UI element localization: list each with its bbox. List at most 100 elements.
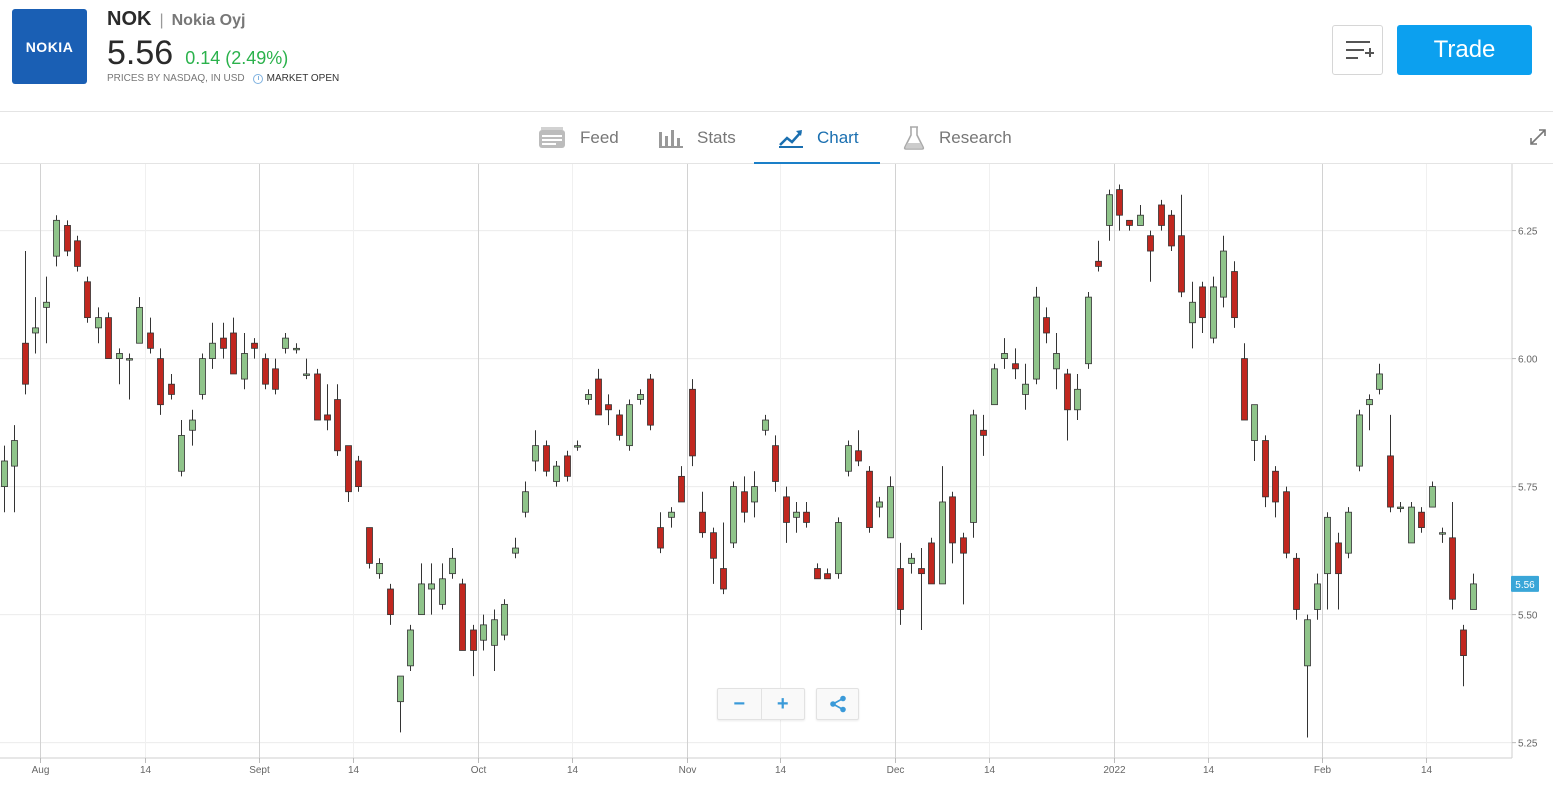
x-tick-label: Sept bbox=[249, 765, 270, 776]
candle bbox=[835, 517, 842, 579]
x-tick-label: 14 bbox=[567, 765, 579, 776]
candle bbox=[1429, 481, 1436, 508]
candle bbox=[1366, 394, 1373, 431]
candle bbox=[1001, 338, 1008, 369]
last-price-label: 5.56 bbox=[1515, 580, 1535, 591]
candle bbox=[147, 317, 154, 354]
feed-icon bbox=[538, 127, 566, 149]
candle bbox=[491, 609, 498, 671]
candle bbox=[689, 379, 696, 467]
candle bbox=[282, 332, 289, 354]
candle bbox=[1, 445, 8, 513]
market-status: MARKET OPEN bbox=[266, 73, 340, 84]
candle bbox=[887, 476, 894, 539]
candle bbox=[1168, 210, 1175, 252]
candle bbox=[1158, 199, 1165, 231]
tab-bar: Feed Stats Chart Research bbox=[0, 113, 1553, 164]
candle bbox=[1147, 230, 1154, 282]
add-to-watchlist-button[interactable] bbox=[1332, 25, 1383, 75]
candle bbox=[397, 675, 404, 733]
tab-stats[interactable]: Stats bbox=[659, 113, 736, 163]
candle bbox=[407, 624, 414, 671]
candle bbox=[189, 409, 196, 446]
candle bbox=[1449, 501, 1456, 610]
candle bbox=[1314, 573, 1321, 620]
company-logo: NOKIA bbox=[12, 9, 87, 84]
tab-feed[interactable]: Feed bbox=[538, 113, 619, 163]
candle bbox=[595, 368, 602, 416]
candle bbox=[84, 276, 91, 323]
candle bbox=[262, 353, 269, 390]
candle bbox=[22, 251, 29, 395]
candle bbox=[949, 491, 956, 564]
candle bbox=[241, 332, 248, 390]
x-tick-label: 14 bbox=[1421, 765, 1433, 776]
candle bbox=[168, 373, 175, 400]
candle bbox=[918, 548, 925, 630]
candle bbox=[64, 220, 71, 257]
candle bbox=[95, 307, 102, 344]
trade-button[interactable]: Trade bbox=[1397, 25, 1532, 75]
candle bbox=[1460, 624, 1467, 687]
tab-feed-label: Feed bbox=[580, 128, 619, 147]
candle bbox=[11, 425, 18, 513]
candle bbox=[845, 440, 852, 477]
candle bbox=[1418, 507, 1425, 533]
last-price-badge bbox=[1511, 575, 1539, 592]
candle bbox=[53, 215, 60, 267]
candle bbox=[439, 563, 446, 610]
candle bbox=[355, 455, 362, 492]
x-tick-label: Nov bbox=[679, 765, 697, 776]
candle bbox=[105, 312, 112, 359]
candle bbox=[230, 317, 237, 375]
candle bbox=[43, 276, 50, 344]
candle bbox=[876, 496, 883, 518]
candle bbox=[939, 466, 946, 585]
candle bbox=[1137, 204, 1144, 226]
zoom-out-button[interactable]: − bbox=[718, 689, 762, 719]
flask-icon bbox=[903, 126, 925, 150]
candle bbox=[637, 389, 644, 405]
y-tick-label: 5.25 bbox=[1518, 739, 1538, 750]
candle bbox=[1126, 219, 1133, 231]
candle bbox=[32, 297, 39, 354]
candle bbox=[1085, 292, 1092, 369]
candle bbox=[178, 420, 185, 477]
y-tick-label: 5.75 bbox=[1518, 483, 1538, 494]
candle bbox=[251, 338, 258, 359]
candle bbox=[345, 445, 352, 502]
price-chart[interactable]: 6.25 6.00 5.75 5.50 5.25 Aug 14 Sept 14 Oct 14 Nov… bbox=[0, 164, 1553, 784]
trend-chart-icon bbox=[779, 128, 803, 148]
candle bbox=[1178, 194, 1185, 298]
tab-chart[interactable]: Chart bbox=[754, 113, 880, 164]
share-button[interactable] bbox=[816, 688, 859, 720]
candle bbox=[699, 491, 706, 538]
candle bbox=[1043, 307, 1050, 344]
candle bbox=[585, 389, 592, 405]
candle bbox=[1387, 414, 1394, 513]
tab-research[interactable]: Research bbox=[903, 113, 1012, 163]
tab-research-label: Research bbox=[939, 128, 1012, 147]
candle bbox=[1106, 189, 1113, 241]
candle bbox=[1241, 343, 1248, 421]
x-tick-label: Dec bbox=[887, 765, 905, 776]
candle bbox=[574, 440, 581, 451]
candle bbox=[116, 348, 123, 385]
candle bbox=[1199, 281, 1206, 333]
candle bbox=[793, 501, 800, 533]
candle bbox=[418, 563, 425, 616]
candle bbox=[1293, 553, 1300, 620]
candle bbox=[1220, 235, 1227, 308]
candle bbox=[1470, 573, 1477, 610]
candle bbox=[928, 537, 935, 585]
candle bbox=[605, 394, 612, 426]
x-tick-label: 14 bbox=[1203, 765, 1215, 776]
candle bbox=[376, 558, 383, 579]
candle bbox=[897, 542, 904, 625]
zoom-in-button[interactable]: + bbox=[776, 692, 789, 715]
candle bbox=[960, 532, 967, 605]
candle bbox=[991, 363, 998, 406]
candlestick-chart[interactable]: 6.25 6.00 5.75 5.50 5.25 Aug 14 Sept 14 Oct 14 Nov… bbox=[0, 164, 1553, 784]
expand-button[interactable] bbox=[1528, 127, 1548, 147]
expand-icon bbox=[1530, 129, 1546, 145]
